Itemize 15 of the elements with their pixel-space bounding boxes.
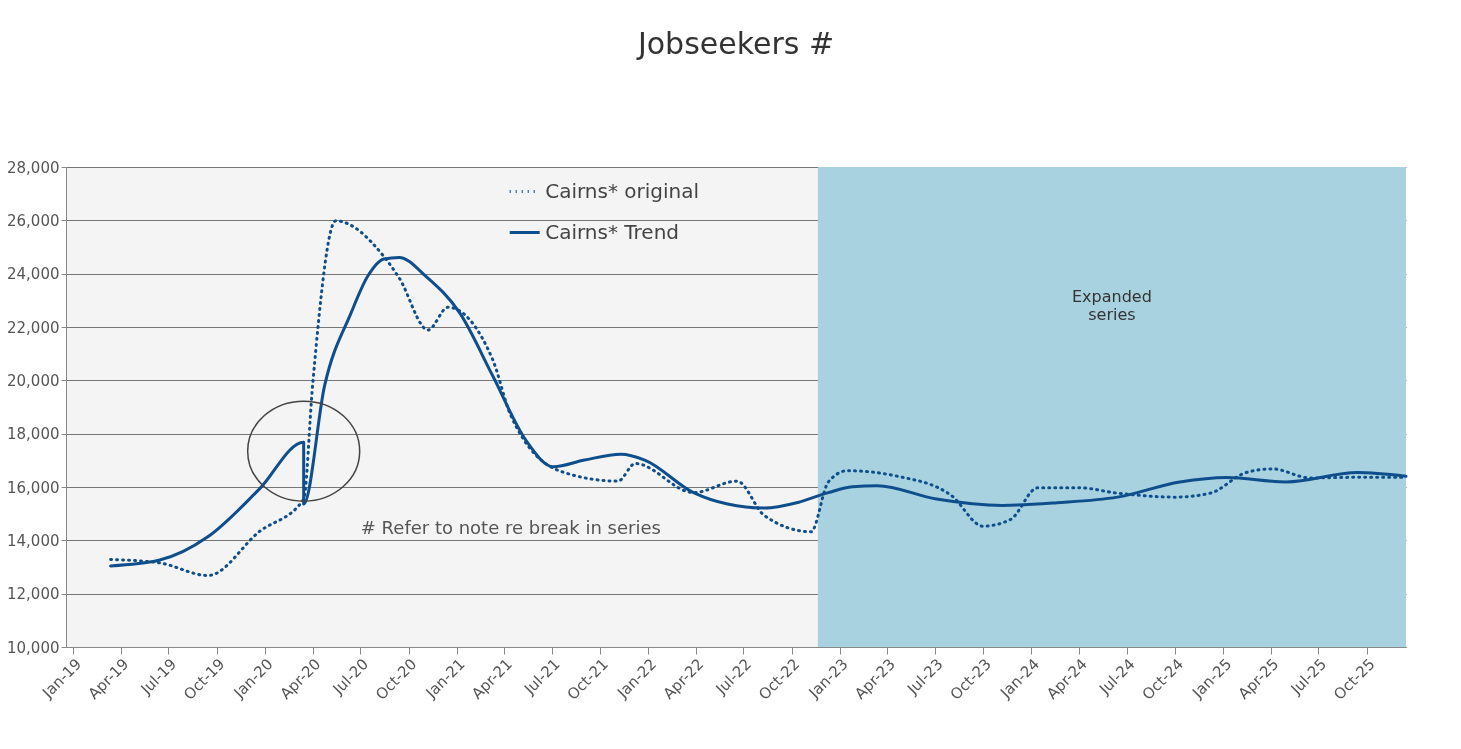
y-tick-label: 18,000 (7, 425, 60, 444)
y-tick-label: 28,000 (7, 158, 60, 177)
y-tick-label: 20,000 (7, 371, 60, 390)
annotation: # Refer to note re break in series (360, 517, 661, 539)
y-tick-label: 12,000 (7, 585, 60, 604)
y-tick-label: 10,000 (7, 638, 60, 657)
y-tick-label: 24,000 (7, 265, 60, 284)
y-tick-label: 26,000 (7, 211, 60, 230)
y-tick-label: 14,000 (7, 531, 60, 550)
chart-title: Jobseekers # (635, 26, 835, 61)
y-tick-label: 16,000 (7, 478, 60, 497)
legend-label: Cairns* original (545, 178, 700, 203)
y-tick-label: 22,000 (7, 318, 60, 337)
band-label: Expanded series (1072, 286, 1152, 324)
legend-label: Cairns* Trend (545, 219, 680, 244)
